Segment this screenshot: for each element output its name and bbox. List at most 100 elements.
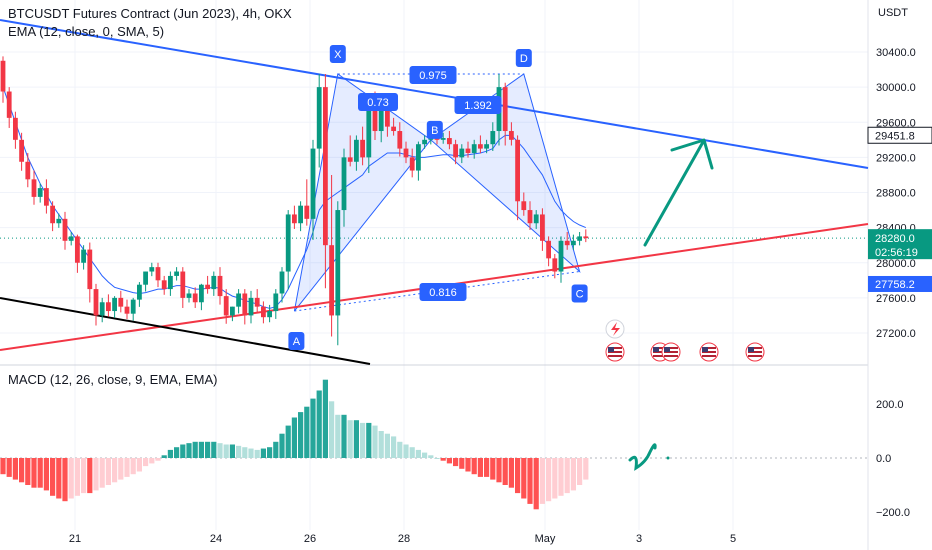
candle [118,290,124,313]
time-tick-label: 28 [398,533,410,545]
lightning-event-icon[interactable] [605,319,625,339]
price-tick-label: 28800.0 [876,188,916,200]
macd-bar [112,458,118,483]
macd-bar [527,458,533,504]
ema-path [2,86,586,309]
macd-tick-label: 0.0 [876,453,891,465]
macd-bar [577,458,583,485]
price-axis[interactable]: 27200.027600.028000.028400.028800.029200… [876,47,916,340]
black-trendline[interactable] [0,297,371,365]
macd-bar [353,420,359,458]
pattern-point-x[interactable]: X [329,44,346,63]
macd-bar [273,441,279,458]
macd-bar [552,458,558,499]
macd-bar [279,433,285,458]
fib-ratio-label[interactable]: 0.73 [358,93,398,111]
candle [248,290,254,324]
event-icons[interactable] [605,319,765,362]
us-flag-icon[interactable] [661,342,681,362]
macd-bar [0,458,6,475]
macd-bar [155,458,161,461]
us-flag-icon[interactable] [745,342,765,362]
pattern-point-b[interactable]: B [426,120,443,139]
candle [62,211,68,250]
svg-text:29451.8: 29451.8 [875,130,915,142]
candle [267,304,272,323]
candle [354,135,359,171]
fib-ratio-label[interactable]: 0.816 [419,283,467,301]
candle [230,306,235,322]
candle [484,139,489,154]
macd-bar [329,401,335,458]
candle [13,111,18,149]
svg-text:X: X [334,49,342,61]
macd-bar [223,444,229,458]
green-squiggle[interactable] [628,443,657,471]
macd-bar [6,458,12,477]
upper-trendline[interactable] [0,19,869,169]
macd-bar [533,458,539,510]
candle [403,141,409,164]
fib-ratio-label[interactable]: 1.392 [454,96,502,114]
currency-label: USDT [878,7,908,19]
candle [422,135,427,149]
macd-bar [291,417,297,458]
macd-bar [558,458,564,496]
candle [31,170,37,205]
macd-bar [583,458,589,480]
macd-tick-label: 200.0 [876,399,904,411]
macd-axis[interactable]: −200.0 0.0 200.0 [876,399,910,519]
candle [558,236,564,283]
macd-bar [68,458,74,499]
candle [292,205,297,229]
candle [546,236,551,267]
us-flag-icon[interactable] [605,342,625,362]
macd-bar [161,455,167,458]
time-tick-label: 3 [636,533,642,545]
macd-bar [465,458,471,472]
macd-bar [229,444,235,458]
candle [447,131,452,150]
candle [304,179,310,226]
time-tick-label: 5 [730,533,736,545]
macd-bar [570,458,576,491]
fib-ratio-label[interactable]: 0.975 [409,66,457,84]
macd-bar [143,458,149,467]
candle [471,139,477,159]
candle [199,283,204,311]
macd-bar [384,433,390,458]
macd-bar [403,444,409,458]
upward-arrow[interactable] [643,138,714,247]
svg-text:27758.2: 27758.2 [875,279,915,291]
candle [490,122,496,152]
time-tick-label: 24 [210,533,222,545]
us-flag-icon[interactable] [699,342,719,362]
candle [217,267,223,305]
price-tick-label: 28000.0 [876,258,916,270]
pattern-point-c[interactable]: C [571,284,588,303]
candle [130,297,136,321]
time-axis[interactable]: 21 24 26 28 May 3 5 [69,533,736,545]
macd-bar [298,412,304,458]
macd-bar [434,458,440,459]
macd-bar [347,420,353,458]
candle [0,56,6,103]
svg-text:A: A [293,336,301,348]
svg-text:B: B [431,125,438,137]
macd-bar [546,458,552,502]
candle [44,179,49,214]
macd-dot [666,456,670,460]
candle [564,232,570,250]
candle [68,232,74,246]
candle [149,262,155,277]
pattern-point-a[interactable]: A [288,332,305,351]
candle [137,282,142,307]
macd-bar [136,458,142,472]
candle [571,234,576,250]
chart-title: BTCUSDT Futures Contract (Jun 2023), 4h,… [8,6,292,21]
svg-text:C: C [576,289,584,301]
macd-bar [124,458,130,477]
macd-bar [304,406,310,458]
pattern-point-d[interactable]: D [515,48,532,67]
